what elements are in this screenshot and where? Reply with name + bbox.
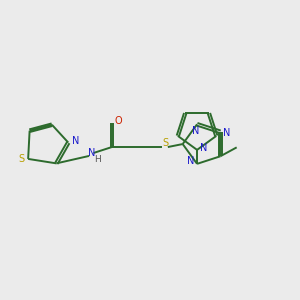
Text: S: S bbox=[163, 138, 169, 148]
Text: O: O bbox=[115, 116, 122, 126]
Text: N: N bbox=[88, 148, 95, 158]
Text: N: N bbox=[192, 126, 199, 136]
Text: N: N bbox=[200, 143, 207, 153]
Text: N: N bbox=[187, 157, 194, 166]
Text: N: N bbox=[72, 136, 80, 146]
Text: H: H bbox=[94, 155, 101, 164]
Text: S: S bbox=[19, 154, 25, 164]
Text: N: N bbox=[223, 128, 231, 138]
